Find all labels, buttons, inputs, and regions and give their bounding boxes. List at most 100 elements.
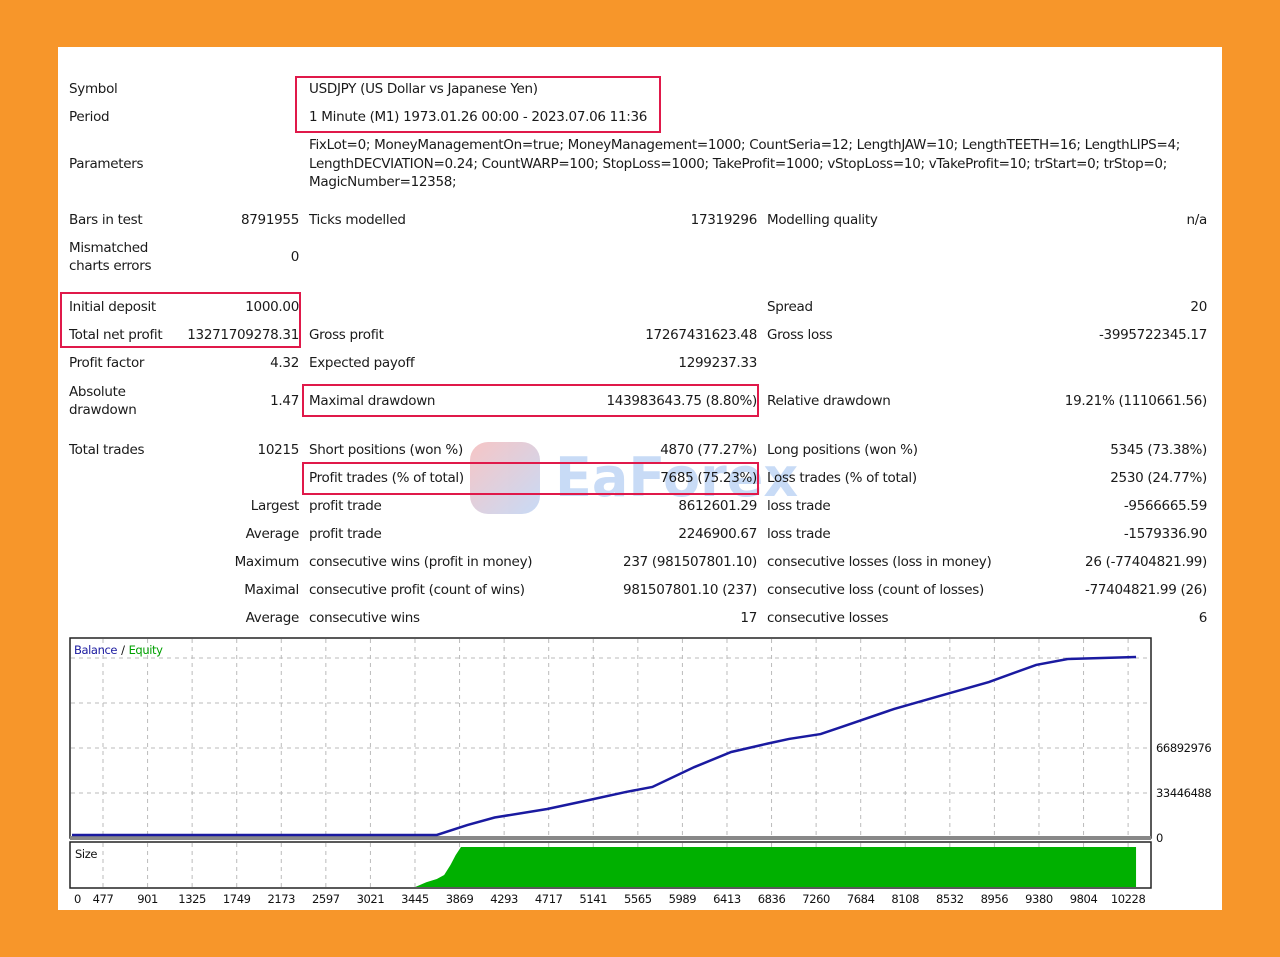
stat-value: 1000.00 xyxy=(245,299,299,315)
stat-label: Symbol xyxy=(69,81,118,97)
x-tick-label: 9380 xyxy=(1025,892,1053,906)
stat-label: Long positions (won %) xyxy=(767,442,918,458)
x-tick-label: 9804 xyxy=(1070,892,1098,906)
legend-balance: Balance xyxy=(74,643,117,657)
stat-label: loss trade xyxy=(767,498,831,514)
stat-value: 26 (-77404821.99) xyxy=(1085,554,1207,570)
stat-label: consecutive loss (count of losses) xyxy=(767,582,984,598)
stat-value: 19.21% (1110661.56) xyxy=(1064,393,1208,409)
stat-label: consecutive losses (loss in money) xyxy=(767,554,992,570)
stat-label: Absolute drawdown xyxy=(69,384,137,418)
x-tick-label: 4717 xyxy=(535,892,563,906)
stat-label: Expected payoff xyxy=(309,355,415,371)
x-tick-label: 901 xyxy=(137,892,158,906)
stat-label: consecutive wins (profit in money) xyxy=(309,554,533,570)
x-tick-label: 8956 xyxy=(981,892,1009,906)
x-tick-label: 3445 xyxy=(401,892,429,906)
x-tick-label: 5989 xyxy=(669,892,697,906)
stat-label: Loss trades (% of total) xyxy=(767,470,917,486)
legend-equity: Equity xyxy=(129,643,164,657)
stat-value: 2246900.67 xyxy=(678,526,757,542)
stat-label: Ticks modelled xyxy=(309,212,406,228)
stat-label: consecutive wins xyxy=(309,610,420,626)
stat-value: 6 xyxy=(1198,610,1208,626)
highlight-max-drawdown xyxy=(302,384,759,417)
stat-label: Initial deposit xyxy=(69,299,156,315)
x-tick-label: 1749 xyxy=(223,892,251,906)
stat-value: -9566665.59 xyxy=(1123,498,1207,514)
x-tick-label: 2173 xyxy=(267,892,295,906)
balance-line xyxy=(72,655,1137,837)
stat-label: Short positions (won %) xyxy=(309,442,463,458)
stat-value: 4870 (77.27%) xyxy=(660,442,757,458)
stat-value: 1.47 xyxy=(270,393,299,409)
size-area xyxy=(415,847,1137,887)
stat-value: 13271709278.31 xyxy=(187,327,299,343)
stat-value: 5345 (73.38%) xyxy=(1110,442,1207,458)
x-tick-label: 1325 xyxy=(178,892,206,906)
stat-value: 20 xyxy=(1190,299,1207,315)
stat-value: 10215 xyxy=(257,442,300,458)
stat-value: Average xyxy=(245,610,300,626)
y-tick-label: 33446488 xyxy=(1156,786,1211,800)
stat-value: 7685 (75.23%) xyxy=(660,470,757,486)
stat-value: 2530 (24.77%) xyxy=(1110,470,1207,486)
stat-label: Gross profit xyxy=(309,327,384,343)
stat-value: 0 xyxy=(290,249,300,265)
stat-label: Bars in test xyxy=(69,212,143,228)
size-panel-label: Size xyxy=(75,847,97,861)
x-tick-label: 8532 xyxy=(936,892,964,906)
stat-label: Profit factor xyxy=(69,355,145,371)
x-tick-label: 7260 xyxy=(802,892,830,906)
y-tick-label: 0 xyxy=(1156,831,1163,845)
x-tick-label: 2597 xyxy=(312,892,340,906)
chart-legend: Balance / Equity xyxy=(74,643,163,657)
stat-value: Maximal xyxy=(244,582,299,598)
stat-value: 17267431623.48 xyxy=(645,327,757,343)
stat-label: Period xyxy=(69,109,110,125)
parameters-value: FixLot=0; MoneyManagementOn=true; MoneyM… xyxy=(309,137,1181,190)
stat-value: 8791955 xyxy=(240,212,299,228)
x-tick-label: 7684 xyxy=(847,892,875,906)
stat-value: 981507801.10 (237) xyxy=(623,582,757,598)
stat-value: -3995722345.17 xyxy=(1098,327,1207,343)
stat-label: USDJPY (US Dollar vs Japanese Yen) xyxy=(309,81,538,97)
x-tick-label: 3869 xyxy=(446,892,474,906)
stat-value: 1299237.33 xyxy=(678,355,757,371)
highlight-deposit-profit xyxy=(60,292,301,348)
x-tick-label: 477 xyxy=(93,892,114,906)
y-tick-label: 66892976 xyxy=(1156,741,1211,755)
stat-value: Largest xyxy=(250,498,300,514)
highlight-profit-trades xyxy=(302,462,759,495)
stat-label: Parameters xyxy=(69,156,144,172)
stat-label: Maximal drawdown xyxy=(309,393,436,409)
x-tick-label: 0 xyxy=(74,892,81,906)
axis-separator xyxy=(70,836,1151,840)
stat-label: profit trade xyxy=(309,498,382,514)
stat-value: 17 xyxy=(740,610,757,626)
x-tick-label: 5141 xyxy=(579,892,607,906)
x-tick-label: 4293 xyxy=(490,892,518,906)
stat-label: consecutive profit (count of wins) xyxy=(309,582,525,598)
stat-label: Total trades xyxy=(69,442,145,458)
stat-label: Spread xyxy=(767,299,813,315)
x-tick-label: 8108 xyxy=(891,892,919,906)
stat-value: 8612601.29 xyxy=(678,498,757,514)
x-tick-label: 3021 xyxy=(357,892,385,906)
stat-label: Modelling quality xyxy=(767,212,878,228)
stat-label: consecutive losses xyxy=(767,610,889,626)
stat-value: -77404821.99 (26) xyxy=(1085,582,1207,598)
stat-value: 17319296 xyxy=(690,212,758,228)
stat-value: -1579336.90 xyxy=(1123,526,1207,542)
stat-value: Average xyxy=(245,526,300,542)
stat-label: loss trade xyxy=(767,526,831,542)
stat-label: profit trade xyxy=(309,526,382,542)
stat-value: 4.32 xyxy=(270,355,299,371)
x-tick-label: 6836 xyxy=(758,892,786,906)
stat-label: Profit trades (% of total) xyxy=(309,470,464,486)
stat-label: 1 Minute (M1) 1973.01.26 00:00 - 2023.07… xyxy=(309,109,648,125)
main-plot-frame xyxy=(69,637,1152,839)
legend-separator: / xyxy=(121,643,125,657)
stat-value: 237 (981507801.10) xyxy=(623,554,757,570)
